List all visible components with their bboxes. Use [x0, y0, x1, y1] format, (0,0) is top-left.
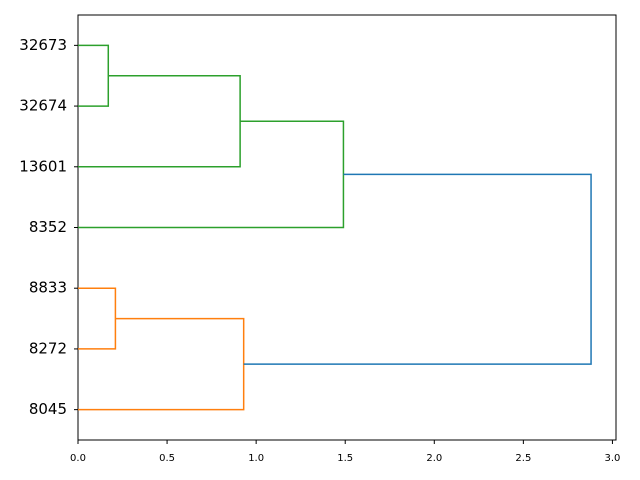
x-tick-label: 1.5 [337, 453, 353, 464]
x-tick-label: 2.0 [426, 453, 442, 464]
link [78, 120, 345, 229]
link [78, 44, 110, 107]
x-tick-label: 2.5 [515, 453, 531, 464]
leaf-label: 8045 [29, 400, 67, 418]
x-tick-label: 0.0 [70, 453, 86, 464]
leaf-label: 13601 [19, 157, 67, 175]
link [78, 317, 245, 411]
link [78, 74, 241, 168]
leaf-label: 8352 [29, 218, 67, 236]
x-tick-label: 3.0 [604, 453, 620, 464]
x-tick-label: 1.0 [248, 453, 264, 464]
x-tick-label: 0.5 [159, 453, 175, 464]
leaf-label: 8833 [29, 279, 67, 297]
leaf-label: 32674 [19, 97, 67, 115]
link [78, 287, 117, 350]
leaf-label: 8272 [29, 339, 67, 357]
leaf-label: 32673 [19, 36, 67, 54]
link [243, 173, 592, 365]
